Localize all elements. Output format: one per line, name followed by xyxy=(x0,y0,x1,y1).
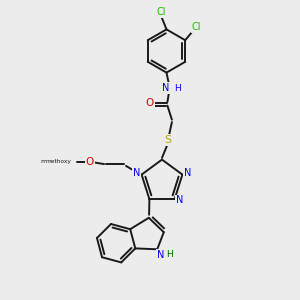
Text: H: H xyxy=(167,250,173,259)
Text: S: S xyxy=(164,135,171,145)
Text: methoxy: methoxy xyxy=(40,159,68,164)
Text: N: N xyxy=(176,195,183,206)
Text: Cl: Cl xyxy=(156,7,166,17)
Text: methoxy: methoxy xyxy=(46,159,72,164)
Text: Cl: Cl xyxy=(192,22,201,32)
Text: N: N xyxy=(184,168,191,178)
Text: O: O xyxy=(85,157,94,167)
Text: N: N xyxy=(133,168,140,178)
Text: O: O xyxy=(146,98,154,108)
Text: H: H xyxy=(175,84,181,93)
Text: N: N xyxy=(157,250,164,260)
Text: N: N xyxy=(162,83,169,93)
